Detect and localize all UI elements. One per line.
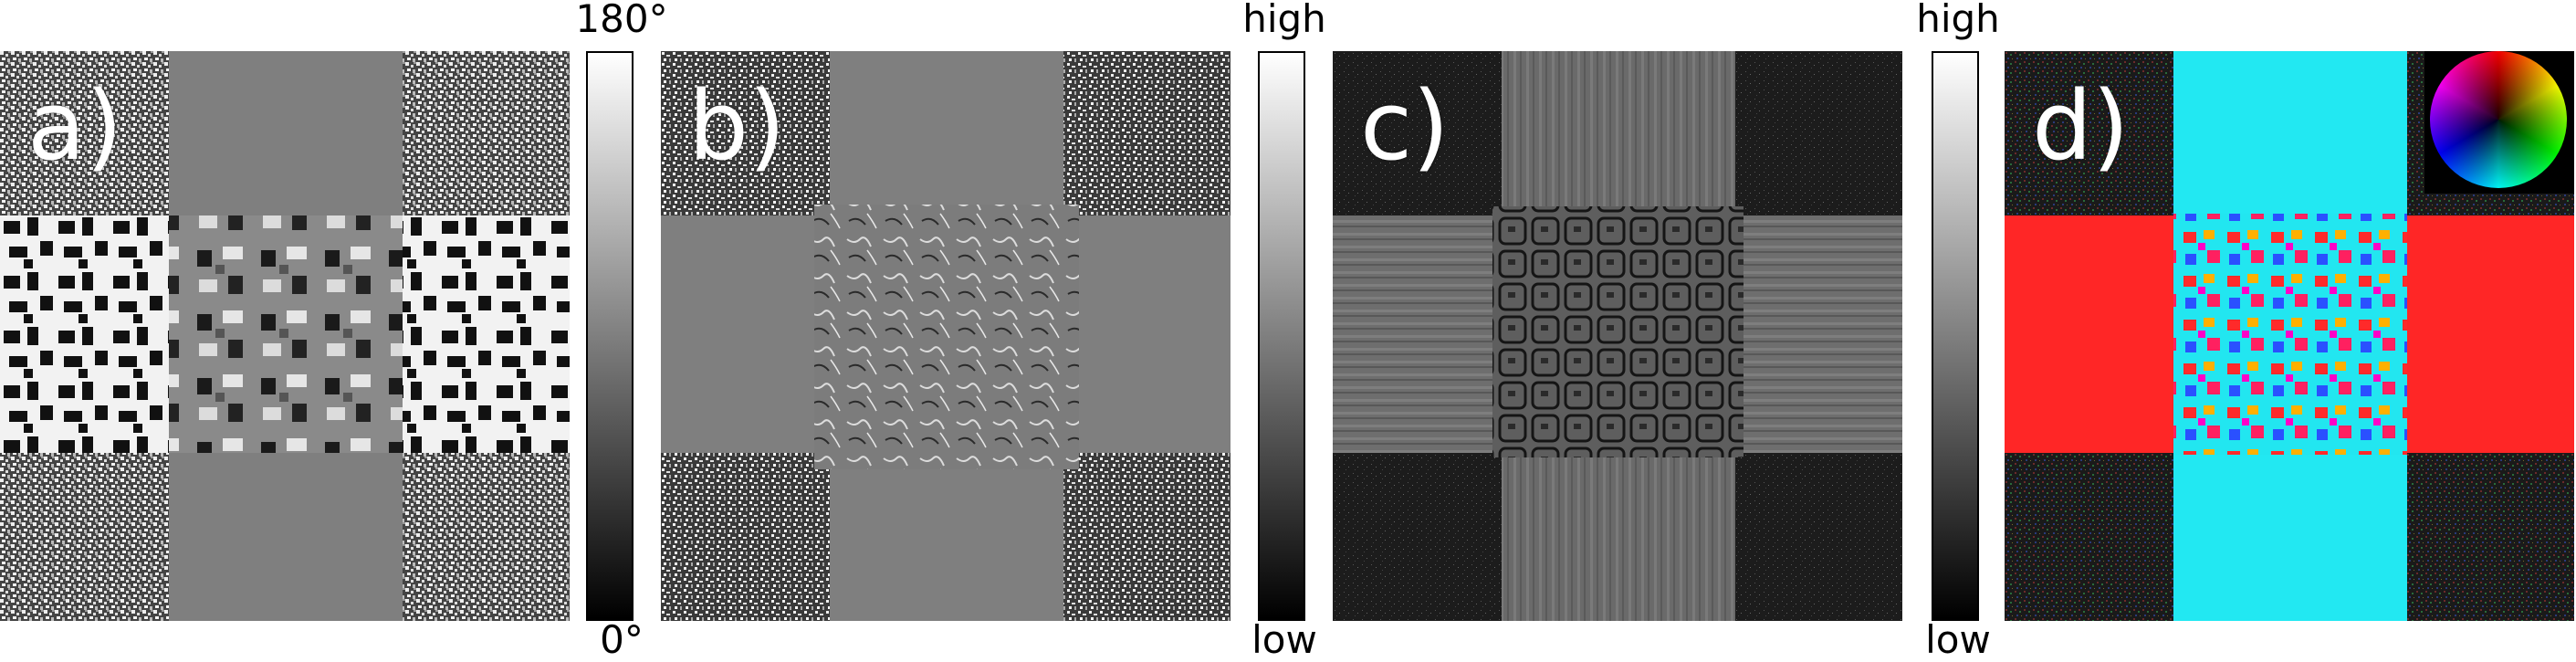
- hue-wheel-icon: [2430, 51, 2567, 188]
- panel-a-image: [0, 51, 570, 621]
- panel-c-image: [1333, 51, 1902, 621]
- colorbar-max-label: high: [1242, 0, 1326, 41]
- panel-label: a): [27, 70, 123, 182]
- colorbar-min-label: low: [1925, 617, 1991, 662]
- panel-d-image: [2005, 51, 2574, 621]
- panel-label: c): [1360, 70, 1450, 182]
- colorbar-min-label: low: [1251, 617, 1317, 662]
- colorbar-angle: [586, 51, 634, 621]
- panel-b-image: [661, 51, 1230, 621]
- panel-b: b): [661, 51, 1230, 621]
- colorbar-magnitude: [1932, 51, 1979, 621]
- colorbar-max-label: high: [1916, 0, 2000, 41]
- colorbar-max-label: 180°: [575, 0, 668, 41]
- panel-label: b): [688, 70, 786, 182]
- panel-d: d): [2005, 51, 2574, 621]
- colorbar-min-label: 0°: [600, 617, 644, 662]
- panel-label: d): [2032, 70, 2130, 182]
- panel-c: c): [1333, 51, 1902, 621]
- panel-a: a): [0, 51, 570, 621]
- colorbar-magnitude: [1258, 51, 1305, 621]
